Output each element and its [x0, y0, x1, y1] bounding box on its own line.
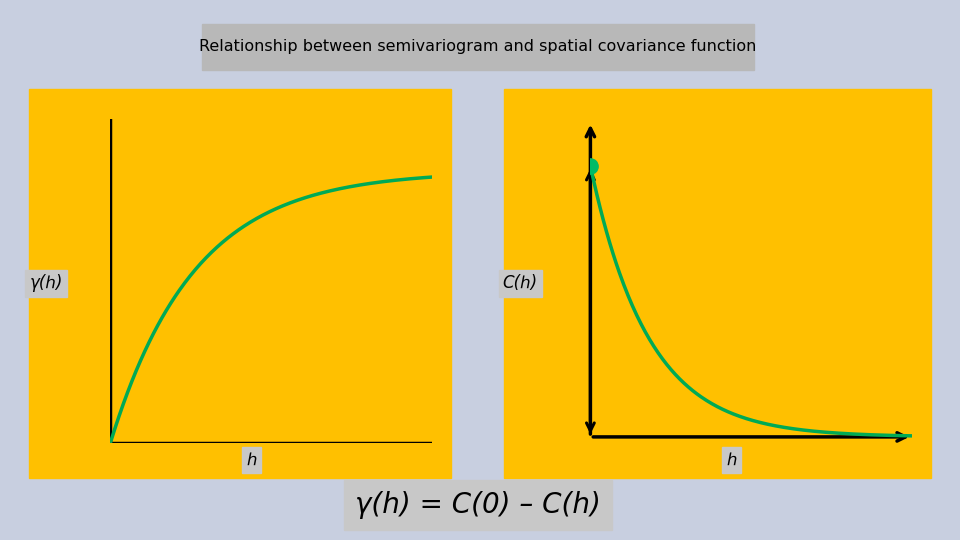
Text: γ(ℎ): γ(ℎ) [30, 274, 62, 293]
Text: C(0): C(0) [665, 293, 700, 312]
Bar [504, 89, 931, 478]
FancyBboxPatch shape [202, 24, 754, 70]
Text: C(ℎ): C(ℎ) [503, 274, 538, 293]
Text: Relationship between semivariogram and spatial covariance function: Relationship between semivariogram and s… [200, 39, 756, 55]
Text: ℎ: ℎ [727, 451, 736, 469]
Bar [29, 89, 451, 478]
Text: ℎ: ℎ [247, 451, 256, 469]
Text: γ(h) = C(0) – C(h): γ(h) = C(0) – C(h) [355, 491, 601, 519]
